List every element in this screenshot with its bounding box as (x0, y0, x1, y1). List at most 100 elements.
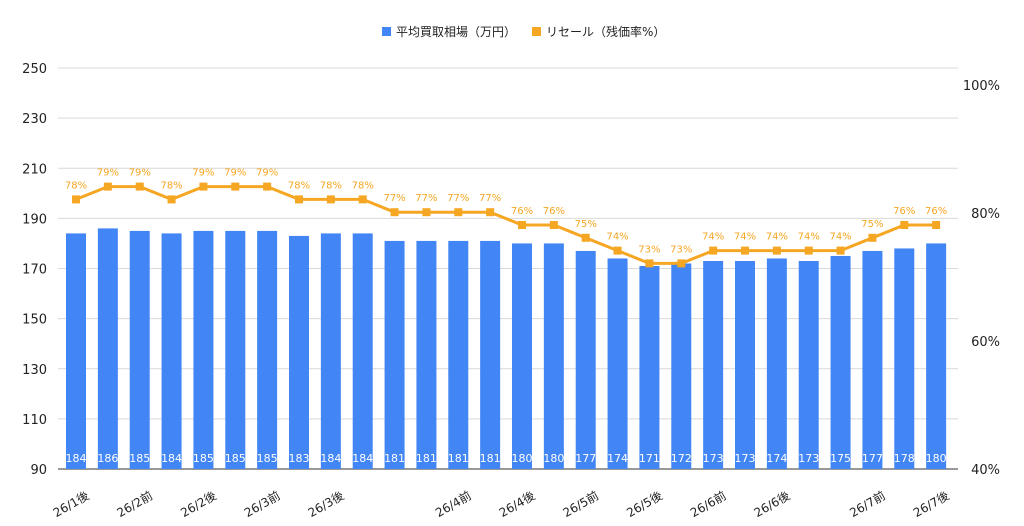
bar-value-label: 181 (416, 452, 437, 465)
bar-value-label: 184 (66, 452, 87, 465)
bar (352, 233, 373, 469)
bar (161, 233, 182, 469)
bar-value-label: 174 (607, 452, 628, 465)
bar-value-label: 178 (894, 452, 915, 465)
bar-value-label: 180 (543, 452, 564, 465)
bar (894, 248, 915, 469)
line-value-label: 76% (893, 206, 915, 217)
line-value-label: 73% (670, 244, 692, 255)
line-value-label: 78% (352, 180, 374, 191)
bar-value-label: 173 (735, 452, 756, 465)
y-left-tick: 190 (22, 212, 47, 227)
line-value-label: 77% (383, 193, 405, 204)
bar (735, 260, 755, 469)
x-tick-label: 26/7前 (847, 488, 888, 520)
bar-value-label: 185 (257, 452, 278, 465)
line-point (390, 208, 399, 217)
bar (384, 240, 405, 469)
line-point (613, 246, 622, 255)
bar-value-label: 181 (448, 452, 469, 465)
bar-value-label: 172 (671, 452, 692, 465)
line-value-label: 77% (479, 193, 501, 204)
bar (607, 258, 628, 469)
line-point (549, 221, 558, 229)
line-value-label: 74% (766, 232, 788, 243)
line-point (454, 208, 463, 217)
bar (257, 230, 278, 469)
line-point (231, 182, 240, 191)
bar (225, 230, 246, 469)
bar (416, 240, 437, 469)
bar (703, 260, 724, 469)
bar-value-label: 184 (320, 452, 341, 465)
bar (926, 243, 947, 469)
line-point (741, 246, 749, 255)
line-value-label: 79% (129, 168, 151, 179)
line-point (326, 195, 335, 204)
line-point (103, 182, 112, 191)
line-point (167, 195, 176, 204)
bar (766, 258, 787, 469)
line-point (772, 246, 781, 255)
line-point (518, 221, 526, 229)
y-right-tick: 100% (963, 79, 1000, 94)
line-point (295, 195, 303, 204)
line-value-label: 73% (638, 244, 660, 255)
x-tick-label: 26/5前 (560, 488, 601, 520)
line-point (709, 246, 718, 255)
line-value-label: 79% (256, 168, 278, 179)
line-point (135, 182, 144, 191)
left-axis-ticks: 90 110 130 150 170 190 210 230 250 (22, 62, 47, 478)
bar (830, 255, 851, 469)
bar-value-label: 184 (352, 452, 373, 465)
legend: 平均買取相場（万円） リセール（残価率%） (382, 24, 665, 39)
x-tick-label: 26/6前 (687, 488, 728, 520)
y-left-tick: 130 (22, 363, 47, 378)
line-point (868, 233, 877, 242)
line-point (358, 195, 367, 204)
line-value-label: 76% (511, 206, 533, 217)
bar (512, 243, 532, 469)
bar-value-label: 186 (97, 452, 118, 465)
bar-value-label: 180 (926, 452, 947, 465)
line-value-label: 78% (320, 180, 342, 191)
y-left-tick: 210 (22, 162, 47, 177)
bar-value-label: 184 (161, 452, 182, 465)
line-value-label: 79% (97, 168, 119, 179)
x-tick-label: 26/4後 (497, 488, 538, 520)
line-value-label: 74% (702, 232, 724, 243)
line-point (486, 208, 495, 217)
bar (671, 263, 692, 469)
bar-value-label: 177 (575, 452, 596, 465)
line-point (422, 208, 431, 217)
line-value-label: 78% (288, 180, 310, 191)
x-tick-label: 26/2前 (114, 488, 155, 520)
line-series: 78% 79% 79% 78% 79% 79% 79% 78% 78% 78% 77% 77% 77% 7… (65, 168, 947, 268)
bar-value-label: 185 (193, 452, 214, 465)
line-point (263, 182, 272, 191)
line-point (932, 221, 941, 229)
bar (575, 250, 596, 469)
y-left-tick: 110 (22, 413, 47, 428)
bar (448, 240, 469, 469)
legend-label: 平均買取相場（万円） (396, 25, 516, 39)
line-point (836, 246, 845, 255)
line-point (199, 182, 208, 191)
line-value-label: 78% (65, 180, 87, 191)
bar (66, 233, 86, 469)
x-tick-label: 26/3前 (241, 488, 282, 520)
bar (129, 230, 150, 469)
y-left-tick: 170 (22, 263, 47, 278)
bar (193, 230, 214, 469)
line-value-label: 74% (606, 232, 628, 243)
x-tick-label: 26/5後 (624, 488, 665, 520)
bar-value-label: 177 (862, 452, 883, 465)
bar-value-label: 180 (512, 452, 533, 465)
right-axis-ticks: 40% 60% 80% 100% (963, 79, 1000, 478)
line-point (72, 195, 80, 204)
y-left-tick: 230 (22, 112, 47, 127)
y-right-tick: 40% (971, 463, 1000, 478)
bar (862, 250, 883, 469)
bar (480, 240, 501, 469)
legend-swatch (382, 27, 391, 36)
